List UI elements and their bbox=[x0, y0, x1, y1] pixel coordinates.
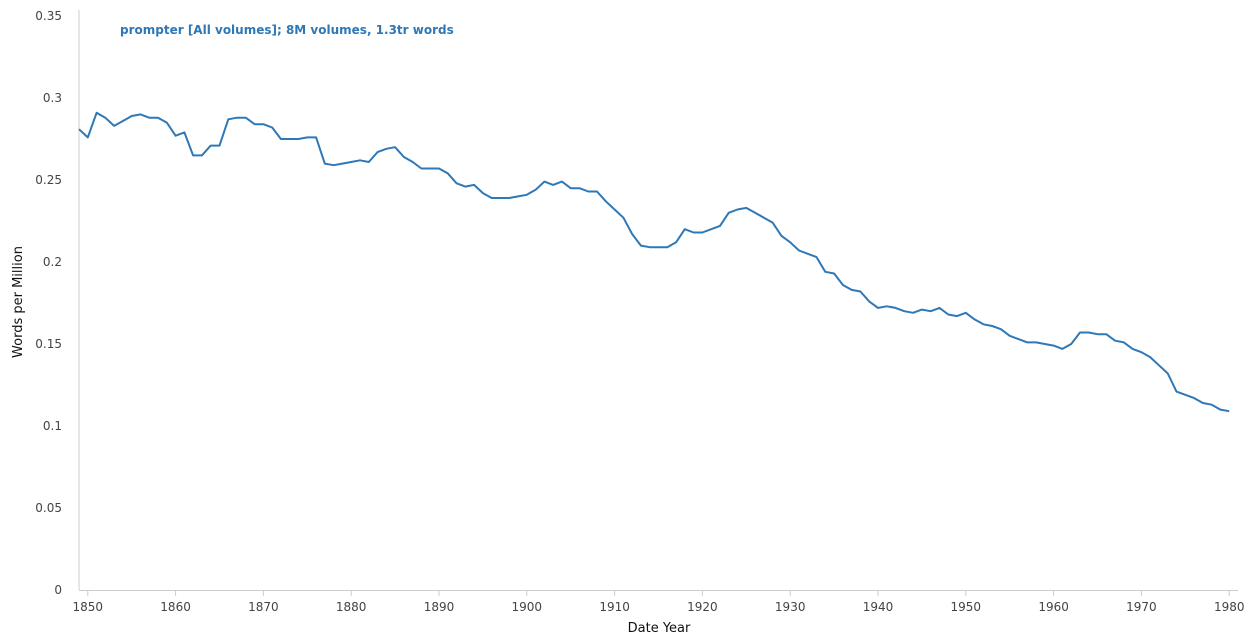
y-tick-label: 0.15 bbox=[35, 337, 62, 351]
series-line bbox=[78, 111, 1230, 413]
x-tick-label: 1910 bbox=[599, 600, 630, 614]
x-tick-label: 1850 bbox=[73, 600, 104, 614]
x-tick-label: 1870 bbox=[248, 600, 279, 614]
x-tick-label: 1950 bbox=[951, 600, 982, 614]
x-tick-label: 1860 bbox=[160, 600, 191, 614]
x-axis-title: Date Year bbox=[628, 621, 691, 635]
x-tick-label: 1980 bbox=[1214, 600, 1245, 614]
x-tick-label: 1970 bbox=[1126, 600, 1157, 614]
y-tick-label: 0.05 bbox=[35, 501, 62, 515]
series-legend-label: prompter [All volumes]; 8M volumes, 1.3t… bbox=[120, 23, 454, 37]
x-tick-label: 1880 bbox=[336, 600, 367, 614]
x-tick-label: 1890 bbox=[424, 600, 455, 614]
y-axis-title: Words per Million bbox=[11, 246, 26, 358]
x-tick-label: 1930 bbox=[775, 600, 806, 614]
y-tick-label: 0.2 bbox=[43, 255, 62, 269]
x-tick-label: 1920 bbox=[687, 600, 718, 614]
y-tick-label: 0.25 bbox=[35, 173, 62, 187]
x-tick-label: 1960 bbox=[1038, 600, 1069, 614]
x-tick-label: 1940 bbox=[863, 600, 894, 614]
y-tick-label: 0 bbox=[54, 583, 62, 597]
y-tick-label: 0.3 bbox=[43, 91, 62, 105]
x-axis: 1850 1860 1870 1880 1890 1900 1910 1920 1930 1940… bbox=[73, 590, 1245, 614]
y-axis: 0 0.05 0.1 0.15 0.2 0.25 0.3 0.35 bbox=[35, 9, 80, 597]
series-layer bbox=[78, 111, 1230, 413]
x-tick-label: 1900 bbox=[512, 600, 543, 614]
y-tick-label: 0.1 bbox=[43, 419, 62, 433]
y-tick-label: 0.35 bbox=[35, 9, 62, 23]
